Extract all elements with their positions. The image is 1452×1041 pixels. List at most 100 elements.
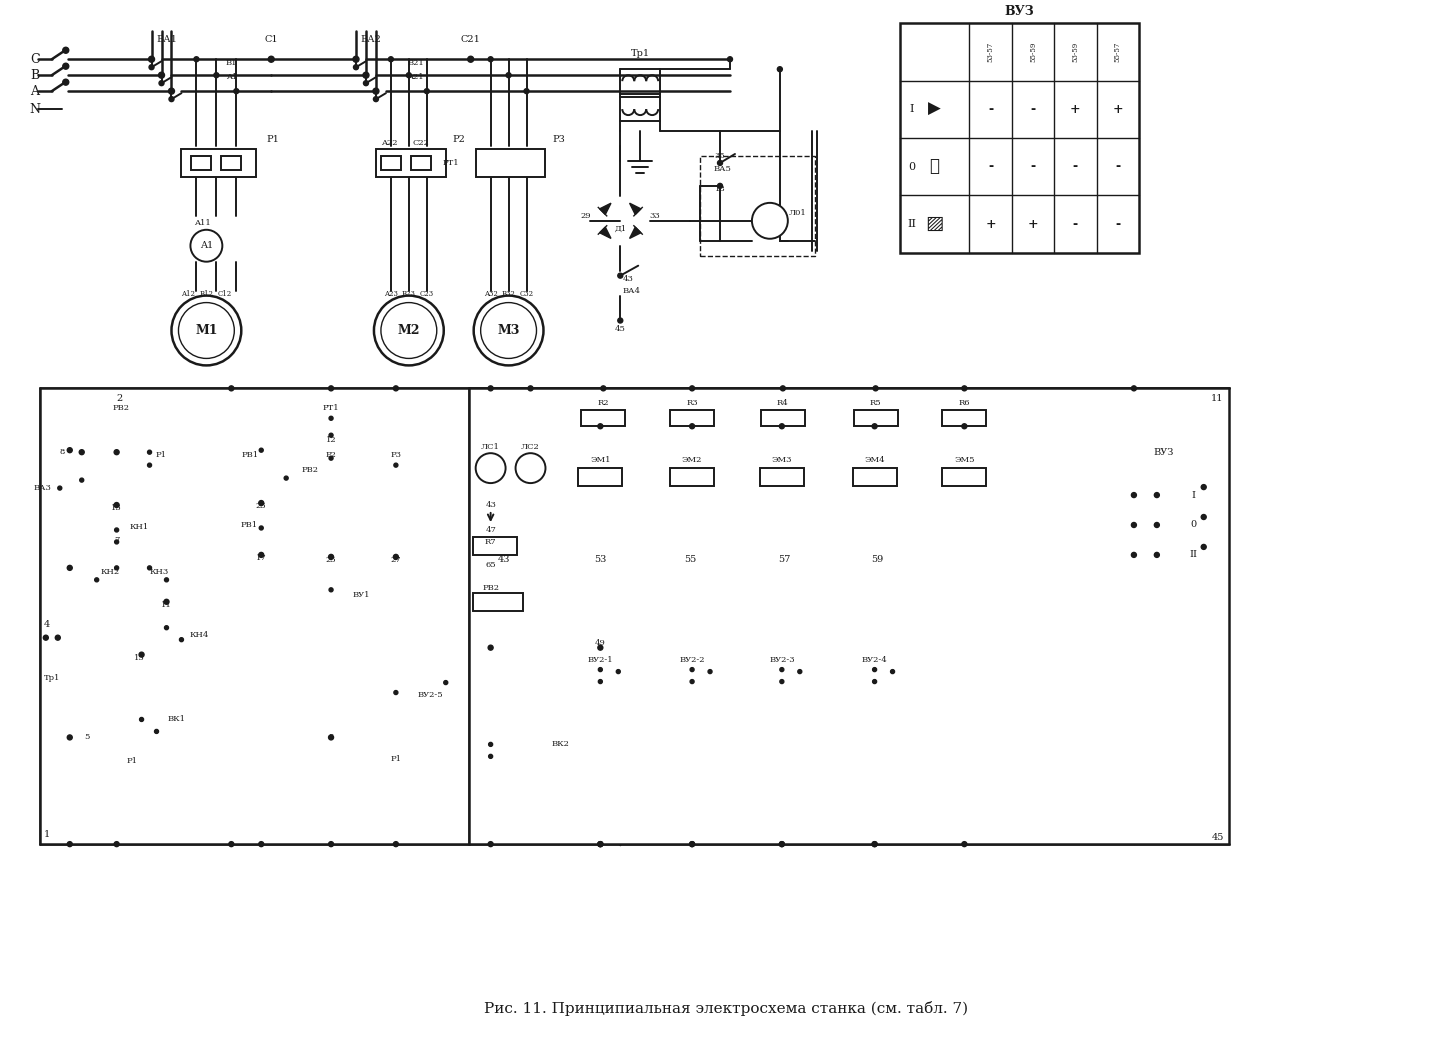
Circle shape [164,578,168,582]
Bar [473,592,523,611]
Circle shape [890,669,894,674]
Text: ЭМ4: ЭМ4 [864,456,884,464]
Text: R7: R7 [485,538,497,545]
Text: B: B [30,69,39,81]
Circle shape [473,296,543,365]
Circle shape [529,386,533,390]
Text: C1: C1 [264,34,277,44]
Text: 8: 8 [60,449,64,456]
Circle shape [258,501,264,506]
Text: С21: С21 [460,34,481,44]
Circle shape [168,97,174,102]
Text: A1: A1 [225,73,237,81]
Circle shape [330,456,333,460]
Circle shape [598,841,603,846]
Circle shape [780,667,784,671]
Text: R4: R4 [777,400,788,407]
Circle shape [616,669,620,674]
Text: A23: A23 [383,289,398,298]
Circle shape [1154,492,1159,498]
Text: 45: 45 [1211,833,1224,842]
Text: ВУЗ: ВУЗ [1005,5,1034,18]
Text: 43: 43 [485,501,497,509]
Text: 18: 18 [714,185,726,193]
Text: РВ2: РВ2 [113,404,129,412]
Bar [473,537,517,555]
Polygon shape [630,227,640,238]
Circle shape [690,841,694,846]
Text: C22: C22 [412,139,430,147]
Circle shape [961,841,967,846]
Circle shape [393,690,398,694]
Circle shape [617,319,623,323]
Circle shape [148,450,151,454]
Circle shape [373,97,379,102]
Circle shape [330,588,333,592]
Polygon shape [600,203,611,214]
Text: C23: C23 [420,289,434,298]
Circle shape [260,526,263,530]
Text: 45: 45 [614,325,626,332]
Text: ЭМ1: ЭМ1 [590,456,611,464]
Text: ВА4: ВА4 [623,286,640,295]
Text: M1: M1 [195,324,218,337]
Circle shape [690,667,694,671]
Text: Р3: Р3 [391,451,401,459]
Text: РВ1: РВ1 [241,520,258,529]
Text: 17: 17 [256,554,267,562]
Circle shape [507,73,511,78]
Circle shape [1201,514,1207,519]
Circle shape [393,841,398,846]
Circle shape [80,478,84,482]
Text: ▨: ▨ [925,215,944,233]
Text: 53-57: 53-57 [986,42,995,62]
Text: ВУ2-4: ВУ2-4 [861,656,887,663]
Circle shape [148,56,154,62]
Circle shape [873,424,877,429]
Text: C12: C12 [218,289,231,298]
Circle shape [690,386,694,390]
Circle shape [67,448,73,453]
Circle shape [62,79,68,85]
Circle shape [393,463,398,467]
Bar [942,468,986,486]
Circle shape [115,841,119,846]
Text: 59: 59 [871,556,884,564]
Circle shape [424,88,430,94]
Circle shape [328,735,334,740]
Circle shape [58,486,62,490]
Circle shape [158,72,164,78]
Circle shape [190,230,222,261]
Bar [671,410,714,426]
Circle shape [524,88,529,94]
Circle shape [617,273,623,278]
Polygon shape [600,227,611,238]
Text: РТ1: РТ1 [322,404,340,412]
Text: Р2: Р2 [325,451,337,459]
Circle shape [488,57,494,61]
Text: РВ2: РВ2 [301,466,318,474]
Text: ЭМ5: ЭМ5 [954,456,974,464]
Text: A32: A32 [484,289,498,298]
Bar [942,410,986,426]
Circle shape [328,841,334,846]
Circle shape [601,386,605,390]
Circle shape [67,565,73,570]
Circle shape [1154,523,1159,528]
Text: ВК1: ВК1 [167,715,186,723]
Circle shape [148,566,151,569]
Circle shape [780,424,784,429]
Bar [761,410,804,426]
Text: P3: P3 [552,134,565,144]
Text: 43: 43 [498,556,510,564]
Text: 35: 35 [714,152,726,160]
Text: ВУ2-5: ВУ2-5 [418,690,444,699]
Text: M3: M3 [498,324,520,337]
Circle shape [515,453,546,483]
Bar [221,156,241,170]
Text: P1: P1 [266,134,279,144]
Text: КН1: КН1 [129,523,150,531]
Circle shape [752,203,788,238]
Circle shape [598,424,603,429]
Circle shape [393,555,398,559]
